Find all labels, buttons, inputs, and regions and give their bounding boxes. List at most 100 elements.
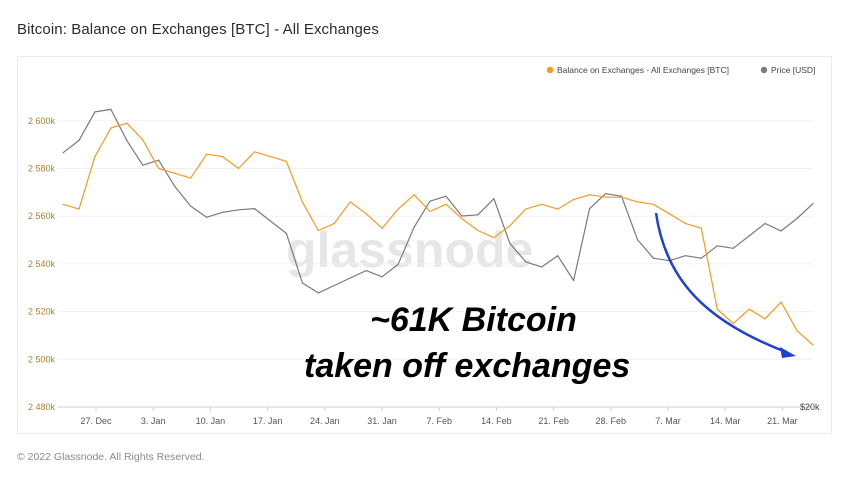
balance-point xyxy=(604,196,607,198)
balance-point xyxy=(684,222,686,224)
price-point xyxy=(413,226,415,228)
price-point xyxy=(620,195,623,197)
x-axis-ticks: 27. Dec 3. Jan 10. Jan 17. Jan 24. Jan 31. Ja… xyxy=(80,407,798,426)
y-tick-label: 2 520k xyxy=(28,307,56,317)
price-point xyxy=(780,230,782,232)
price-point xyxy=(700,257,702,259)
watermark-text: glassnode xyxy=(286,222,533,278)
balance-point xyxy=(445,203,447,205)
balance-point xyxy=(381,227,383,229)
price-point xyxy=(557,255,559,257)
y-tick-label: 2 580k xyxy=(28,164,56,174)
balance-point xyxy=(620,196,623,198)
price-point xyxy=(525,261,527,263)
legend-item-price[interactable]: Price [USD] xyxy=(771,65,815,75)
balance-point xyxy=(317,229,319,232)
price-point xyxy=(110,108,112,110)
y-tick-label: 2 600k xyxy=(28,116,56,126)
x-tick-label: 7. Mar xyxy=(655,416,681,426)
legend: Balance on Exchanges - All Exchanges [BT… xyxy=(546,65,815,75)
price-point xyxy=(206,216,208,218)
price-point xyxy=(652,257,655,259)
balance-point xyxy=(748,308,750,310)
annotation-line-2: taken off exchanges xyxy=(304,347,630,385)
price-point xyxy=(732,247,734,249)
y-tick-label: 2 480k xyxy=(28,402,56,412)
price-point xyxy=(493,198,495,200)
balance-point xyxy=(285,160,288,162)
price-point xyxy=(445,195,447,197)
legend-dot-balance xyxy=(546,66,554,74)
price-point xyxy=(190,205,192,207)
price-point xyxy=(301,282,303,284)
annotation-arrow xyxy=(654,212,787,354)
price-point xyxy=(397,263,399,265)
price-point xyxy=(94,111,96,113)
price-point xyxy=(317,292,319,294)
price-point xyxy=(812,203,814,205)
right-axis-label: $20k xyxy=(800,402,820,412)
balance-point xyxy=(62,203,64,205)
price-point xyxy=(285,232,288,234)
price-point xyxy=(636,239,639,241)
balance-point xyxy=(525,208,527,210)
balance-point xyxy=(253,151,256,153)
balance-point xyxy=(190,177,192,179)
annotation-arrowhead xyxy=(780,347,796,358)
price-point xyxy=(158,159,160,161)
grid-lines xyxy=(58,120,813,408)
price-point xyxy=(764,222,766,225)
balance-point xyxy=(429,210,431,213)
balance-point xyxy=(349,201,351,203)
balance-point xyxy=(461,218,463,220)
balance-point xyxy=(413,194,415,196)
price-point xyxy=(573,279,575,282)
series-group xyxy=(62,108,814,346)
price-point xyxy=(684,255,686,257)
legend-dot-price xyxy=(760,66,768,74)
price-point xyxy=(477,214,479,216)
chart-svg: glassnode 2 480k 2 500k 2 520k 2 540k 2 560k… xyxy=(28,65,820,426)
price-point xyxy=(748,235,750,237)
x-tick-label: 14. Mar xyxy=(710,416,741,426)
balance-point xyxy=(221,156,224,158)
balance-point xyxy=(206,153,208,155)
price-point xyxy=(429,200,431,202)
price-point xyxy=(349,277,351,279)
y-tick-label: 2 540k xyxy=(28,259,56,269)
x-tick-label: 7. Feb xyxy=(426,416,452,426)
legend-item-balance[interactable]: Balance on Exchanges - All Exchanges [BT… xyxy=(557,65,729,75)
price-point xyxy=(78,139,80,141)
balance-point xyxy=(509,225,511,227)
price-point xyxy=(253,208,256,210)
price-point xyxy=(604,193,607,195)
y-axis-ticks: 2 480k 2 500k 2 520k 2 540k 2 560k 2 580k 2 60… xyxy=(28,116,56,412)
balance-point xyxy=(668,213,670,215)
balance-point xyxy=(541,203,543,205)
x-tick-label: 28. Feb xyxy=(596,416,627,426)
balance-point xyxy=(493,237,495,239)
x-tick-label: 31. Jan xyxy=(367,416,397,426)
x-tick-label: 17. Jan xyxy=(253,416,283,426)
balance-point xyxy=(700,227,702,229)
balance-point xyxy=(764,318,766,320)
balance-point xyxy=(652,203,655,205)
x-tick-label: 24. Jan xyxy=(310,416,340,426)
price-point xyxy=(142,164,144,166)
x-tick-label: 21. Mar xyxy=(767,416,798,426)
balance-point xyxy=(732,322,734,325)
balance-point xyxy=(573,198,575,201)
price-point xyxy=(174,185,176,187)
balance-point xyxy=(636,201,639,203)
price-point xyxy=(126,139,128,141)
copyright-footer: © 2022 Glassnode. All Rights Reserved. xyxy=(17,451,205,463)
balance-point xyxy=(78,208,80,210)
price-point xyxy=(269,220,272,222)
y-tick-label: 2 500k xyxy=(28,354,56,364)
price-point xyxy=(381,276,383,278)
price-point xyxy=(588,208,591,210)
y-tick-label: 2 560k xyxy=(28,211,56,221)
balance-point xyxy=(812,344,814,346)
price-point xyxy=(716,245,718,247)
price-point xyxy=(333,284,335,287)
